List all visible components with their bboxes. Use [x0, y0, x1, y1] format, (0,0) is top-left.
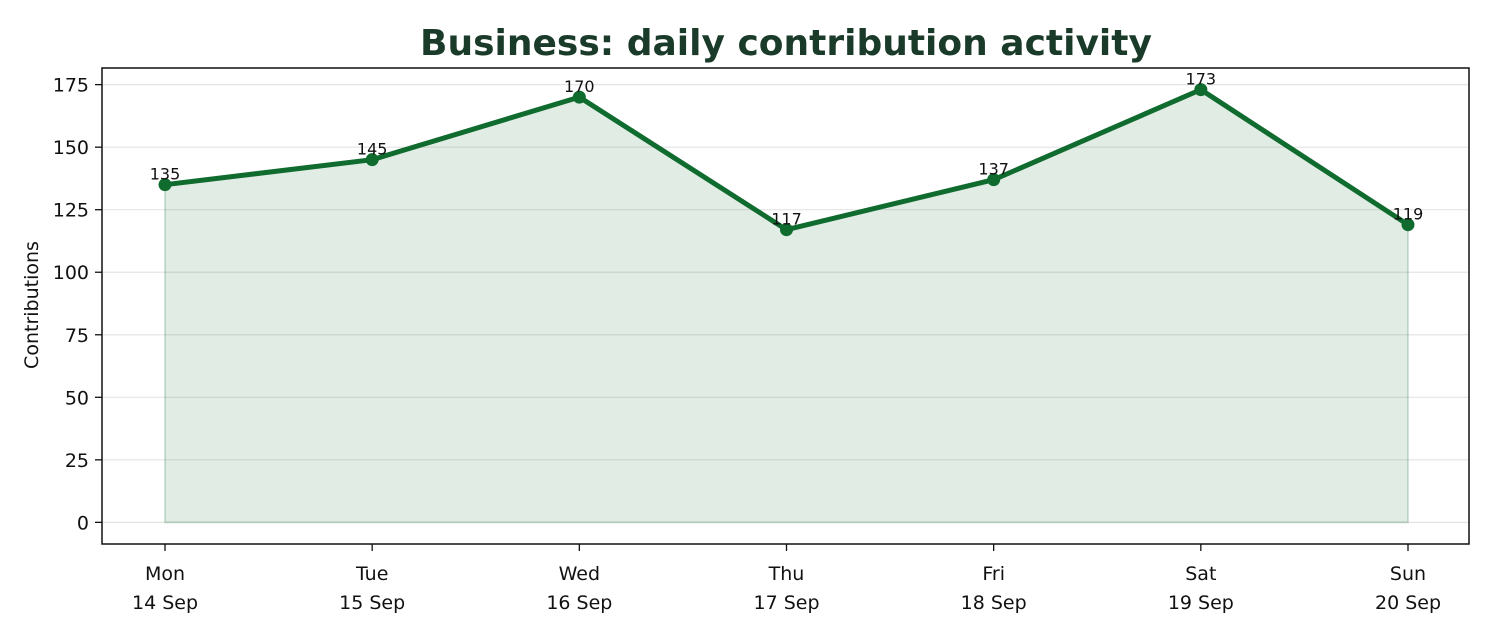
x-tick-date-label: 20 Sep — [1375, 592, 1441, 614]
x-tick-date-label: 14 Sep — [132, 592, 198, 614]
x-tick-day-label: Wed — [559, 563, 600, 585]
x-tick-day-label: Sun — [1390, 563, 1426, 585]
y-axis-label: Contributions — [21, 241, 43, 369]
y-tick-label: 125 — [53, 200, 89, 222]
data-point — [365, 153, 379, 167]
plot-frame — [101, 67, 1470, 545]
x-tick-day-label: Fri — [982, 563, 1005, 585]
x-tick-date-label: 15 Sep — [339, 592, 405, 614]
data-point — [158, 178, 172, 192]
y-tick-label: 25 — [65, 450, 89, 472]
y-tick-label: 150 — [53, 137, 89, 159]
x-axis-ticks: Mon 14 Sep Tue 15 Sep Wed 16 Sep Thu 17 Sep Fri 1… — [132, 544, 1441, 614]
x-tick-date-label: 19 Sep — [1168, 592, 1234, 614]
gridlines — [102, 84, 1469, 523]
area-fill-layer — [164, 88, 1409, 524]
x-tick-date-label: 16 Sep — [546, 592, 612, 614]
x-tick-day-label: Tue — [355, 563, 388, 585]
data-label: 170 — [564, 77, 595, 96]
data-points — [158, 83, 1415, 237]
x-tick-day-label: Mon — [145, 563, 185, 585]
x-tick-date-label: 17 Sep — [753, 592, 819, 614]
y-axis-ticks: 0 25 50 75 100 125 150 175 — [53, 75, 102, 534]
chart-title: Business: daily contribution activity — [420, 23, 1152, 64]
y-tick-label: 0 — [77, 512, 89, 534]
y-tick-label: 175 — [53, 75, 89, 97]
data-label: 173 — [1186, 70, 1217, 89]
x-tick-day-label: Thu — [768, 563, 805, 585]
x-tick-date-label: 18 Sep — [961, 592, 1027, 614]
y-tick-label: 50 — [65, 387, 89, 409]
area-fill — [164, 88, 1409, 524]
data-labels: 135 145 170 117 137 173 119 — [150, 70, 1424, 229]
data-label: 119 — [1393, 205, 1424, 224]
data-point — [780, 223, 793, 237]
data-point — [572, 90, 586, 104]
data-point — [1401, 218, 1415, 232]
y-tick-label: 100 — [53, 262, 89, 284]
data-point — [1194, 83, 1208, 97]
data-label: 117 — [771, 210, 802, 229]
data-label: 137 — [978, 160, 1009, 179]
x-tick-day-label: Sat — [1185, 563, 1216, 585]
data-label: 135 — [150, 165, 181, 184]
y-tick-label: 75 — [65, 325, 89, 347]
data-label: 145 — [357, 140, 388, 159]
data-point — [987, 173, 1001, 187]
